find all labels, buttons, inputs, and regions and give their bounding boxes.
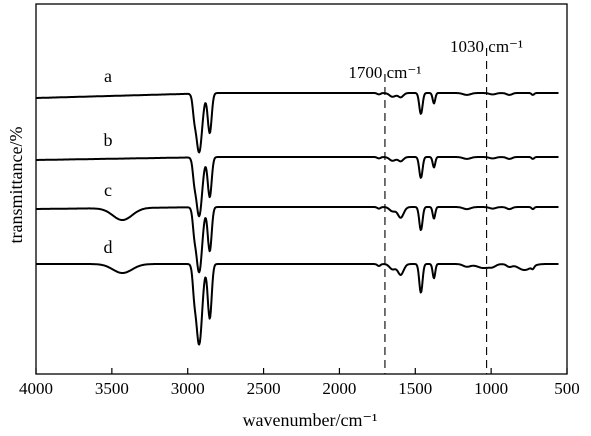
annotation-label-1030: 1030 cm⁻¹ [450,37,523,56]
series-label-c: c [104,180,112,200]
x-tick-label-4000: 4000 [19,379,53,398]
x-axis-title: wavenumber/cm⁻¹ [243,410,378,430]
x-tick-label-1000: 1000 [474,379,508,398]
plot-frame [35,3,568,375]
x-tick-label-3000: 3000 [171,379,205,398]
x-tick-label-500: 500 [554,379,580,398]
x-tick-label-2000: 2000 [322,379,356,398]
series-label-a: a [104,66,112,86]
series-line-c [35,206,559,274]
series-line-a [35,92,559,154]
y-axis-title: transmittance/% [6,127,26,244]
series-label-d: d [104,237,113,257]
series-line-d [35,263,559,346]
series-label-b: b [104,130,113,150]
series-line-b [35,156,559,218]
x-tick-label-3500: 3500 [95,379,129,398]
x-tick-label-1500: 1500 [398,379,432,398]
x-tick-label-2500: 2500 [247,379,281,398]
annotation-label-1700: 1700 cm⁻¹ [348,63,421,82]
